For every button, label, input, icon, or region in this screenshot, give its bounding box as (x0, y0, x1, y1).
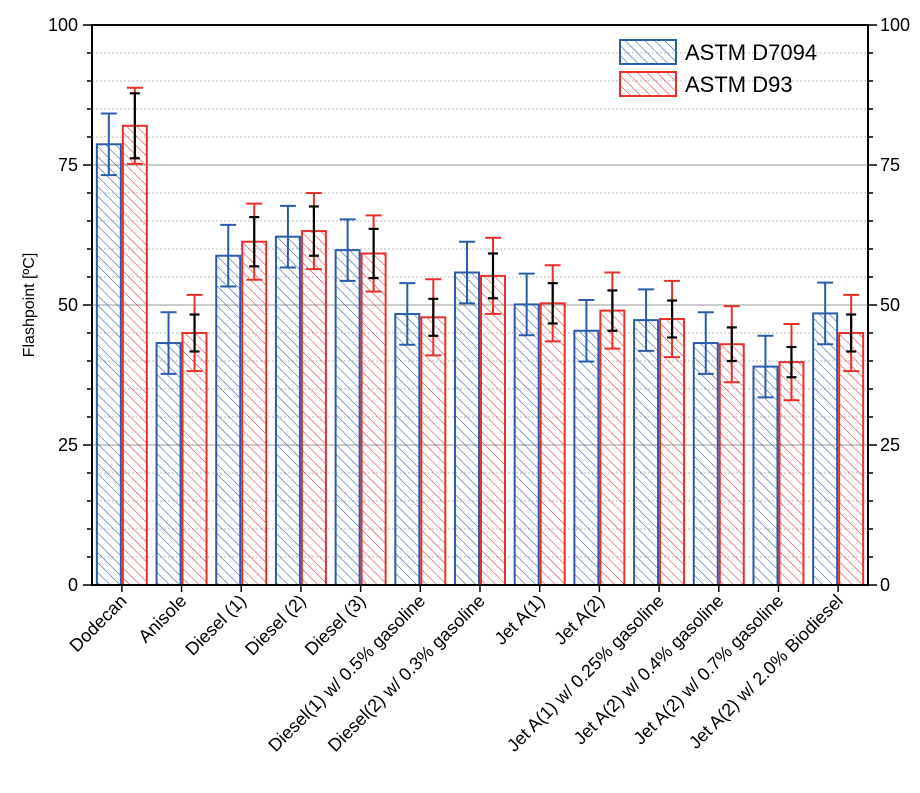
error-bar-inner (547, 282, 558, 325)
error-bar-astm-d7094 (459, 240, 475, 305)
x-tick-label: Dodecan (66, 591, 131, 656)
error-bar-astm-d7094 (339, 218, 356, 282)
error-bar-astm-d7094 (578, 298, 595, 363)
x-tick-label: Jet A(1) (491, 591, 549, 649)
error-bar-astm-d7094 (279, 204, 296, 269)
bar-astm-d7094 (752, 365, 779, 586)
y-tick-label-left: 50 (58, 295, 78, 315)
error-bar-inner (667, 299, 678, 339)
error-bar-astm-d7094 (518, 272, 535, 337)
error-bar-astm-d7094 (638, 288, 655, 352)
y-tick-label-left: 100 (48, 15, 78, 35)
error-bar-inner (846, 313, 857, 353)
bar-astm-d93 (659, 318, 686, 586)
x-tick-label: Jet A(2) (550, 591, 608, 649)
error-bar-astm-d7094 (399, 282, 416, 346)
error-bar-astm-d7094 (100, 112, 117, 177)
error-bar-inner (189, 313, 200, 353)
error-bar-inner (726, 326, 737, 363)
error-bar-inner (368, 227, 379, 280)
bar-astm-d93 (241, 240, 268, 586)
error-bar-astm-d7094 (160, 311, 177, 375)
bar-astm-d7094 (633, 319, 660, 586)
bar-astm-d93 (360, 252, 387, 586)
error-bar-inner (129, 92, 140, 160)
legend-label-astm-d93: ASTM D93 (685, 72, 793, 97)
x-tick-label: Diesel (1) (181, 591, 250, 660)
x-tick-label: Diesel (2) (241, 591, 310, 660)
y-tick-label-left: 25 (58, 435, 78, 455)
error-bar-astm-d7094 (757, 334, 774, 399)
bar-astm-d7094 (692, 342, 719, 586)
legend-swatch-astm-d93 (619, 71, 677, 97)
y-axis-title: Flashpoint [ºC] (21, 253, 38, 358)
bar-astm-d93 (420, 316, 447, 586)
bar-astm-d7094 (454, 271, 480, 586)
y-tick-label-left: 0 (68, 575, 78, 595)
error-bar-inner (607, 289, 618, 332)
error-bar-inner (308, 205, 319, 257)
error-bar-inner (488, 252, 498, 300)
bar-astm-d7094 (394, 312, 421, 586)
error-bar-astm-d7094 (697, 311, 714, 375)
bar-astm-d7094 (155, 342, 182, 586)
bar-astm-d7094 (812, 312, 839, 586)
error-bars-group (100, 86, 860, 402)
bar-astm-d93 (121, 124, 148, 587)
error-bar-inner (249, 215, 260, 268)
bar-astm-d93 (300, 230, 327, 587)
bars-group (95, 124, 865, 587)
bar-astm-d7094 (215, 254, 242, 586)
axes (83, 24, 877, 592)
error-bar-astm-d7094 (817, 281, 834, 346)
legend-swatch-astm-d7094 (619, 39, 677, 65)
bar-astm-d7094 (573, 329, 600, 587)
bar-astm-d7094 (95, 143, 122, 586)
bar-astm-d93 (539, 302, 566, 586)
error-bar-inner (786, 345, 797, 379)
bar-astm-d7094 (274, 235, 301, 586)
y-tick-label-right: 75 (880, 155, 900, 175)
bar-astm-d7094 (334, 249, 361, 586)
bar-astm-d7094 (513, 303, 540, 586)
legend: ASTM D7094 ASTM D93 (619, 39, 817, 97)
error-bar-astm-d7094 (220, 223, 237, 288)
y-tick-label-right: 50 (880, 295, 900, 315)
bar-astm-d93 (480, 274, 506, 586)
x-tick-label: Anisole (134, 591, 190, 647)
error-bar-inner (428, 297, 439, 337)
y-tick-label-right: 0 (880, 575, 890, 595)
y-tick-label-left: 75 (58, 155, 78, 175)
legend-label-astm-d7094: ASTM D7094 (685, 40, 817, 65)
y-tick-label-right: 100 (880, 15, 910, 35)
bar-astm-d93 (599, 309, 626, 586)
y-tick-label-right: 25 (880, 435, 900, 455)
